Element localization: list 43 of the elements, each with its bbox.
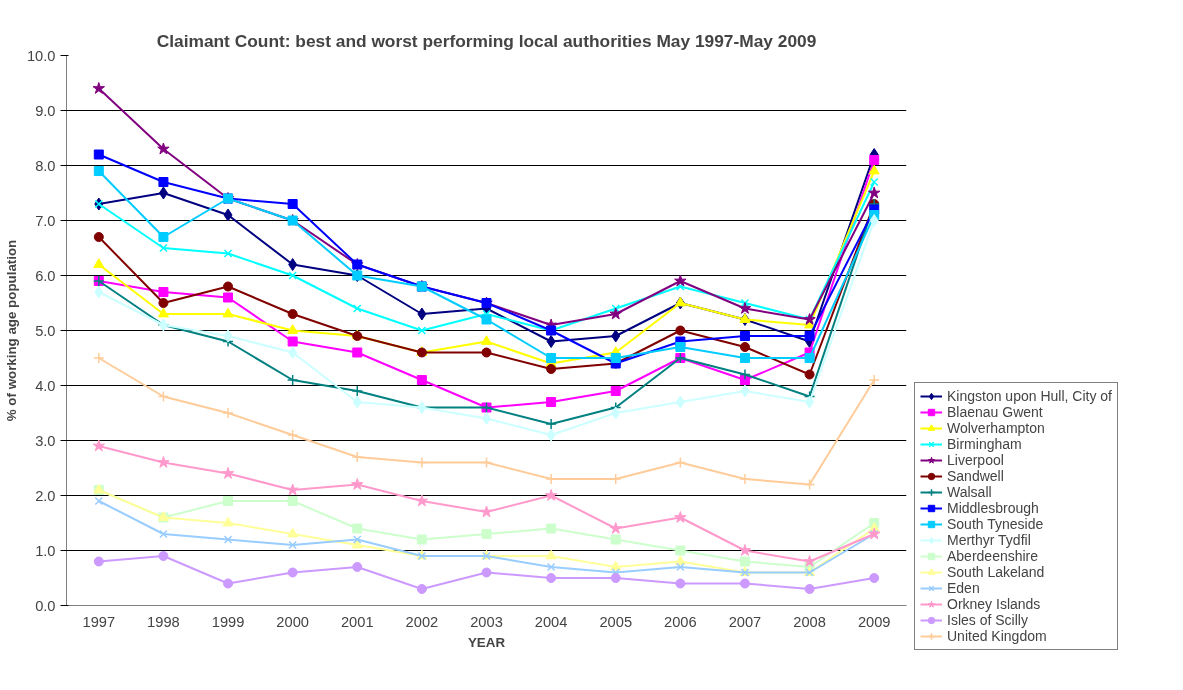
x-tick-label: 2003 — [470, 613, 503, 630]
legend-label: Aberdeenshire — [947, 548, 1039, 564]
x-tick-label: 2007 — [728, 613, 762, 630]
chart-title: Claimant Count: best and worst performing local authorities May 1997-May 2009 — [156, 30, 817, 51]
legend-label: Liverpool — [947, 452, 1004, 468]
y-tick-label: 3.0 — [35, 432, 56, 449]
x-tick-label: 2009 — [857, 613, 891, 630]
y-tick-label: 1.0 — [35, 542, 56, 559]
legend-label: Wolverhampton — [947, 420, 1045, 436]
legend-label: Isles of Scilly — [947, 612, 1028, 628]
y-tick-label: 7.0 — [35, 212, 56, 229]
legend-label: South Tyneside — [947, 516, 1044, 532]
legend-label: Kingston upon Hull, City of — [947, 388, 1112, 404]
y-tick-label: 8.0 — [35, 157, 56, 174]
legend-label: Walsall — [947, 484, 992, 500]
x-tick-label: 2004 — [534, 613, 568, 630]
y-axis-title: % of working age population — [3, 239, 19, 422]
legend-label: Middlesbrough — [947, 500, 1039, 516]
x-tick-label: 2006 — [664, 613, 697, 630]
x-tick-label: 1998 — [147, 613, 180, 630]
x-tick-label: 2005 — [599, 613, 633, 630]
y-tick-label: 0.0 — [35, 597, 56, 614]
y-tick-label: 9.0 — [35, 102, 56, 119]
legend-label: United Kingdom — [947, 628, 1047, 644]
x-tick-label: 2002 — [405, 613, 439, 630]
legend-label: Blaenau Gwent — [947, 404, 1043, 420]
legend-label: Sandwell — [947, 468, 1004, 484]
y-tick-label: 6.0 — [35, 267, 56, 284]
y-tick-label: 2.0 — [35, 487, 56, 504]
x-tick-label: 2008 — [793, 613, 826, 630]
y-tick-label: 4.0 — [35, 377, 56, 394]
x-tick-label: 1997 — [82, 613, 116, 630]
x-tick-label: 2000 — [276, 613, 309, 630]
y-tick-label: 5.0 — [35, 322, 56, 339]
legend-label: Eden — [947, 580, 980, 596]
legend-label: Merthyr Tydfil — [947, 532, 1031, 548]
legend-label: Birmingham — [947, 436, 1022, 452]
y-tick-label: 10.0 — [26, 47, 56, 64]
x-tick-label: 2001 — [340, 613, 374, 630]
x-tick-label: 1999 — [211, 613, 245, 630]
legend-label: Orkney Islands — [947, 596, 1041, 612]
x-axis-title: YEAR — [467, 634, 506, 650]
legend-label: South Lakeland — [947, 564, 1045, 580]
